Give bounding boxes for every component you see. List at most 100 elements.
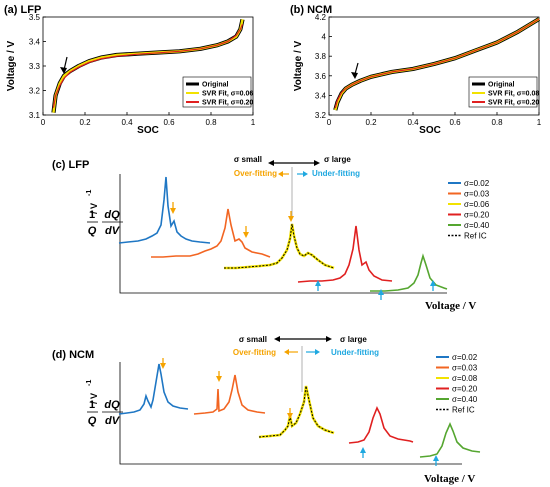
panel-b-xlabel: SOC [419,125,441,136]
panel-b-ylabel: Voltage / V [293,40,304,91]
panel-b-label: (b) NCM [290,4,332,16]
panel-c: (c) LFP 1 Q dQ dV / V -1 Voltage / V σ s… [52,155,490,312]
d-legend-label: σ=0.20 [452,385,478,394]
panel-d-orange-arrow-1 [160,358,166,369]
panel-d-xlabel: Voltage / V [424,473,475,485]
b-ytick-label: 4 [322,33,327,42]
panel-c-curve-sigma-0.20 [297,225,393,283]
svg-text:-1: -1 [86,190,93,196]
panel-d: (d) NCM 1 Q dQ dV / V -1 Voltage / V σ s… [52,335,481,485]
svg-text:dV: dV [105,415,121,427]
panel-d-small-arrows [284,349,320,355]
panel-c-xlabel: Voltage / V [425,300,476,312]
panel-c-sigma-large: σ large [324,155,351,164]
svg-text:1: 1 [89,209,95,221]
panel-c-overfitting: Over-fitting [234,169,277,178]
b-series-line-3 [334,18,540,109]
panel-b-legend: Original SVR Fit, σ=0.08 SVR Fit, σ=0.20 [468,76,539,108]
a-legend-label: Original [202,82,229,89]
panel-c-orange-arrow-3 [288,211,294,222]
panel-d-legend: σ=0.02 σ=0.03σ=0.08 σ=0.20σ=0.40 Ref IC [436,353,478,415]
panel-d-blue-arrow-2 [433,455,439,466]
panel-d-curve-sigma-0.03 [193,374,266,415]
panel-d-overfitting: Over-fitting [233,348,276,357]
c-legend-label: σ=0.06 [464,200,490,209]
panel-d-double-arrow [274,336,332,342]
b-xtick-label: 0.2 [365,118,377,127]
d-legend-label: σ=0.02 [452,353,478,362]
a-ytick-label: 3.4 [29,38,41,47]
panel-d-orange-arrow-3 [287,408,293,419]
svg-text:dQ: dQ [104,399,120,411]
panel-a: (a) LFP Voltage / V SOC 3.13.23.33.43.5 … [4,4,256,136]
panel-b-arrow [351,62,359,79]
a-xtick-label: 0 [41,118,46,127]
panel-c-curve-ref-ic [224,223,335,269]
panel-d-curve-sigma-0.02 [118,363,189,415]
c-legend-label: σ=0.40 [464,221,490,230]
panel-c-orange-arrow-2 [243,226,249,238]
panel-d-curve-ref-ic [258,385,335,438]
a-legend-label: SVR Fit, σ=0.20 [202,100,253,107]
d-legend-label: Ref IC [452,406,475,415]
panel-c-blue-arrow-2 [378,289,384,300]
a-ytick-label: 3.5 [29,13,41,22]
a-ytick-label: 3.2 [29,87,41,96]
panel-c-curve-sigma-0.02 [118,176,211,244]
panel-c-curve-sigma-0.40 [370,253,448,292]
panel-c-curve-sigma-0.03 [151,208,271,258]
panel-c-blue-arrow-3 [430,280,436,291]
b-xtick-label: 0.4 [407,118,419,127]
panel-d-marker-arrows [160,358,439,466]
panel-a-legend: Original SVR Fit, σ=0.06 SVR Fit, σ=0.20 [182,76,253,108]
a-xtick-label: 0.2 [79,118,91,127]
panel-d-curve-sigma-0.20 [348,406,414,444]
svg-text:dQ: dQ [104,209,120,221]
svg-text:dV: dV [105,225,121,237]
panel-c-blue-arrow-1 [315,280,321,291]
panel-b-axes-box [328,16,540,116]
panel-c-sigma-small: σ small [234,155,262,164]
b-ytick-label: 4.2 [315,13,327,22]
b-legend-label: SVR Fit, σ=0.08 [488,91,539,98]
svg-text:/ V: / V [89,393,99,404]
panel-c-label: (c) LFP [52,159,89,171]
a-xtick-label: 1 [251,118,256,127]
panel-d-curve-sigma-0.08 [258,385,335,439]
a-ytick-label: 3.3 [29,62,41,71]
panel-a-arrow [60,56,68,74]
panel-d-underfitting: Under-fitting [331,348,379,357]
b-legend-label: SVR Fit, σ=0.20 [488,100,539,107]
panel-c-curve-sigma-0.06 [224,223,335,270]
panel-c-underfitting: Under-fitting [312,169,360,178]
b-xtick-label: 1 [537,118,542,127]
panel-a-label: (a) LFP [4,4,41,16]
panel-c-marker-arrows [170,202,436,300]
panel-c-orange-arrow-1 [170,202,176,214]
a-xtick-label: 0.6 [163,118,175,127]
b-ytick-label: 3.2 [315,111,327,120]
panel-d-curve-sigma-0.40 [419,422,481,458]
d-legend-label: σ=0.03 [452,364,478,373]
a-xtick-label: 0.4 [121,118,133,127]
panel-d-sigma-small: σ small [239,335,267,344]
panel-d-orange-arrow-2 [216,371,222,382]
panel-d-label: (d) NCM [52,349,94,361]
svg-text:1: 1 [89,399,95,411]
a-series-line-3 [52,24,244,108]
d-legend-label: σ=0.08 [452,374,478,383]
b-ytick-label: 3.4 [315,91,327,100]
svg-text:/ V: / V [89,203,99,214]
svg-text:Q: Q [88,415,97,427]
panel-b: (b) NCM Voltage / V SOC 3.2 3.4 3.6 3.8 4 4.2… [290,4,542,136]
a-xtick-label: 0.8 [205,118,217,127]
panel-d-sigma-large: σ large [340,335,367,344]
b-xtick-label: 0.6 [449,118,461,127]
b-xtick-label: 0 [327,118,332,127]
svg-text:-1: -1 [86,380,93,386]
c-legend-label: σ=0.02 [464,179,490,188]
panel-a-xlabel: SOC [137,125,159,136]
a-legend-label: SVR Fit, σ=0.06 [202,91,253,98]
b-legend-label: Original [488,82,515,89]
svg-text:Q: Q [88,225,97,237]
